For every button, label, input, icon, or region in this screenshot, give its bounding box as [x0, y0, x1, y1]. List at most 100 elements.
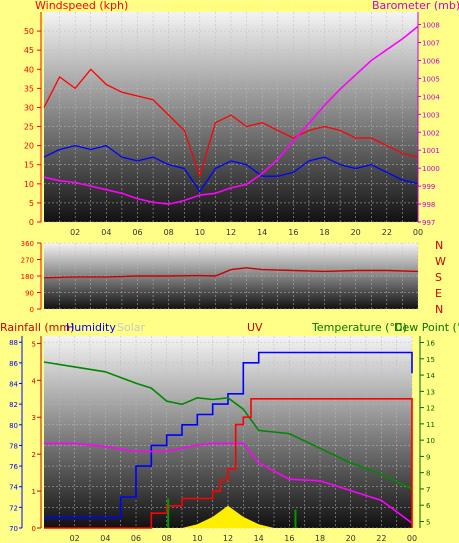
direction-tick-label: 270 — [21, 257, 34, 265]
temperature-tick-label: 14 — [426, 372, 435, 380]
direction-tick-label: 180 — [21, 273, 34, 281]
series-average — [43, 144, 419, 193]
compass-label: N — [435, 303, 443, 316]
time-tick-label: 22 — [382, 228, 392, 237]
compass-label: S — [435, 271, 442, 284]
time-tick-label: 12 — [223, 534, 233, 543]
humidity-tick-label: 86 — [9, 360, 18, 368]
barometer-tick-label: 998 — [422, 201, 435, 209]
humidity-tick-label: 80 — [9, 422, 18, 430]
compass-label: N — [435, 239, 443, 252]
time-tick-label: 20 — [351, 228, 361, 237]
humidity-tick-label: 82 — [9, 401, 18, 409]
dewpoint-legend: Dew Point (°C) — [394, 321, 459, 334]
windspeed-axis-label: Windspeed (kph) — [35, 0, 128, 12]
direction-tick-label: 360 — [21, 240, 34, 248]
series-gust — [43, 68, 419, 177]
temperature-tick-label: 9 — [426, 453, 430, 461]
windspeed-tick-label: 45 — [24, 46, 34, 55]
time-tick-label: 16 — [288, 228, 298, 237]
solar-area — [182, 505, 274, 528]
time-tick-label: 02 — [70, 534, 80, 543]
windspeed-tick-label: 15 — [24, 161, 34, 170]
humidity-legend: Humidity — [66, 321, 116, 334]
barometer-tick-label: 999 — [422, 183, 435, 191]
barometer-tick-label: 997 — [422, 219, 435, 227]
barometer-tick-label: 1006 — [422, 57, 440, 65]
barometer-tick-label: 1001 — [422, 147, 440, 155]
barometer-tick-label: 1003 — [422, 111, 440, 119]
time-tick-label: 12 — [226, 228, 236, 237]
time-tick-label: 00 — [413, 228, 423, 237]
barometer-tick-label: 1002 — [422, 129, 440, 137]
barometer-tick-label: 1008 — [422, 22, 440, 30]
rainfall-legend: Rainfall (mm) — [0, 321, 74, 334]
time-tick-label: 22 — [376, 534, 386, 543]
windspeed-tick-label: 30 — [24, 103, 34, 112]
time-tick-label: 06 — [132, 228, 142, 237]
windspeed-tick-label: 50 — [24, 27, 34, 36]
series-temperature — [43, 361, 413, 490]
time-tick-label: 00 — [407, 534, 417, 543]
time-tick-label: 14 — [257, 228, 267, 237]
compass-label: W — [435, 255, 446, 268]
windspeed-tick-label: 0 — [29, 218, 34, 227]
temperature-tick-label: 12 — [426, 405, 435, 413]
temperature-tick-label: 16 — [426, 340, 435, 348]
time-tick-label: 04 — [101, 228, 111, 237]
temperature-tick-label: 5 — [426, 518, 430, 526]
barometer-tick-label: 1000 — [422, 165, 440, 173]
barometer-tick-label: 1005 — [422, 75, 440, 83]
chart-title: 24 hour graph data - 30 November 2008 — [170, 1, 373, 12]
humidity-tick-label: 78 — [9, 442, 18, 450]
humidity-tick-label: 88 — [9, 339, 18, 347]
direction-tick-label: 90 — [25, 290, 34, 298]
temperature-tick-label: 11 — [426, 421, 435, 429]
humidity-tick-label: 76 — [9, 463, 18, 471]
uv-legend: UV — [247, 321, 263, 334]
temperature-tick-label: 7 — [426, 486, 430, 494]
direction-tick-label: 0 — [30, 306, 34, 314]
humidity-tick-label: 74 — [9, 484, 18, 492]
series-dew-point — [44, 442, 413, 524]
time-tick-label: 18 — [319, 228, 329, 237]
series-rainfall — [44, 397, 413, 529]
temperature-tick-label: 15 — [426, 356, 435, 364]
temperature-tick-label: 6 — [426, 502, 431, 510]
barometer-axis-label: Barometer (mb) — [372, 0, 459, 12]
series-pressure — [43, 25, 419, 205]
rainfall-tick-label: 3 — [32, 414, 36, 422]
barometer-tick-label: 1004 — [422, 93, 440, 101]
time-tick-label: 06 — [131, 534, 141, 543]
rainfall-tick-label: 5 — [32, 340, 36, 348]
windspeed-tick-label: 10 — [24, 180, 34, 189]
rainfall-tick-label: 2 — [32, 451, 36, 459]
series-direction — [43, 267, 419, 279]
time-tick-label: 14 — [254, 534, 264, 543]
time-tick-label: 08 — [162, 534, 172, 543]
time-tick-label: 10 — [192, 534, 202, 543]
compass-label: E — [435, 287, 442, 300]
windspeed-tick-label: 20 — [24, 142, 34, 151]
time-tick-label: 02 — [70, 228, 80, 237]
windspeed-tick-label: 25 — [24, 123, 34, 132]
rainfall-tick-label: 4 — [32, 377, 37, 385]
humidity-tick-label: 84 — [9, 380, 18, 388]
humidity-tick-label: 70 — [9, 525, 18, 533]
humidity-tick-label: 72 — [9, 504, 18, 512]
windspeed-tick-label: 35 — [24, 84, 34, 93]
windspeed-tick-label: 40 — [24, 65, 34, 74]
barometer-tick-label: 1007 — [422, 40, 440, 48]
temperature-tick-label: 10 — [426, 437, 435, 445]
windspeed-tick-label: 5 — [29, 199, 34, 208]
time-tick-label: 10 — [195, 228, 205, 237]
temperature-tick-label: 13 — [426, 388, 435, 396]
time-tick-label: 08 — [164, 228, 174, 237]
series-humidity — [44, 351, 413, 519]
temperature-legend: Temperature (°C) — [311, 321, 407, 334]
rainfall-tick-label: 0 — [32, 525, 36, 533]
time-tick-label: 16 — [284, 534, 294, 543]
solar-legend: Solar — [117, 321, 146, 334]
time-tick-label: 18 — [315, 534, 325, 543]
